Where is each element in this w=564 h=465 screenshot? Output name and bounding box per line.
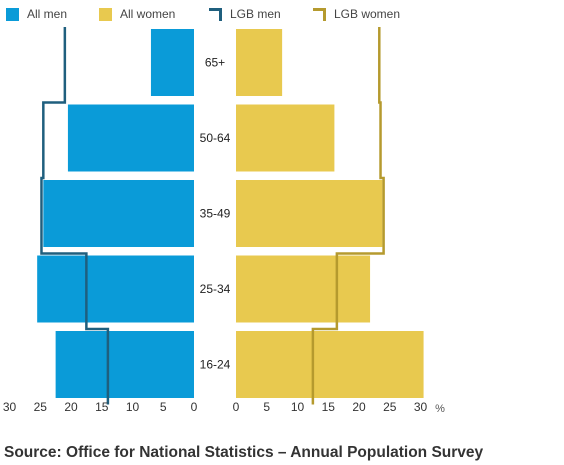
category-label-65: 65+ [205,56,225,70]
legend-swatch-lgb-women [313,7,326,21]
bar-all-women-35-49 [236,180,383,247]
tick-left-5: 5 [160,400,167,414]
category-label-50-64: 50-64 [200,131,231,145]
legend-label-lgb-women: LGB women [334,7,401,21]
legend-label-all-men: All men [27,7,68,21]
legend-swatch-lgb-men [209,7,222,21]
bar-all-men-25-34 [37,255,194,323]
legend-swatch-all-men [6,7,19,21]
bar-all-women-65 [236,29,283,96]
category-label-16-24: 16-24 [200,358,231,372]
tick-right-10: 10 [291,400,305,414]
bar-all-women-16-24 [236,331,424,398]
bar-all-women-25-34 [236,255,371,323]
category-label-35-49: 35-49 [200,207,231,221]
legend-item-lgb-men[interactable]: LGB men [209,5,281,23]
tick-right-0: 0 [233,400,240,414]
legend-swatch-all-women [99,7,112,21]
tick-right-30: 30 [414,400,428,414]
category-label-25-34: 25-34 [200,282,231,296]
tick-left-0: 0 [191,400,198,414]
tick-left-20: 20 [64,400,78,414]
line-lgb-men [40,27,110,405]
tick-left-15: 15 [95,400,109,414]
bar-all-men-50-64 [67,104,194,172]
population-pyramid-chart: 65+ 50-64 35-49 25-34 16-24 30 25 20 15 10 5 0 0 5 10 1… [3,27,445,415]
legend: All men All women LGB men LGB women [0,0,564,28]
legend-item-all-men[interactable]: All men [6,5,67,23]
tick-left-30: 30 [3,400,17,414]
bar-all-women-50-64 [236,104,335,172]
tick-left-25: 25 [34,400,48,414]
tick-right-5: 5 [263,400,270,414]
line-lgb-women [311,27,385,405]
legend-item-all-women[interactable]: All women [99,5,175,23]
tick-right-20: 20 [352,400,366,414]
legend-item-lgb-women[interactable]: LGB women [313,5,400,23]
tick-right-15: 15 [322,400,336,414]
legend-label-lgb-men: LGB men [230,7,281,21]
bar-all-men-35-49 [43,180,195,247]
tick-left-10: 10 [126,400,140,414]
bar-all-men-65 [150,29,194,96]
axis-unit-label: % [435,403,445,415]
legend-label-all-women: All women [120,7,176,21]
source-caption: Source: Office for National Statistics –… [4,444,484,461]
bar-all-men-16-24 [55,331,194,398]
tick-right-25: 25 [383,400,397,414]
